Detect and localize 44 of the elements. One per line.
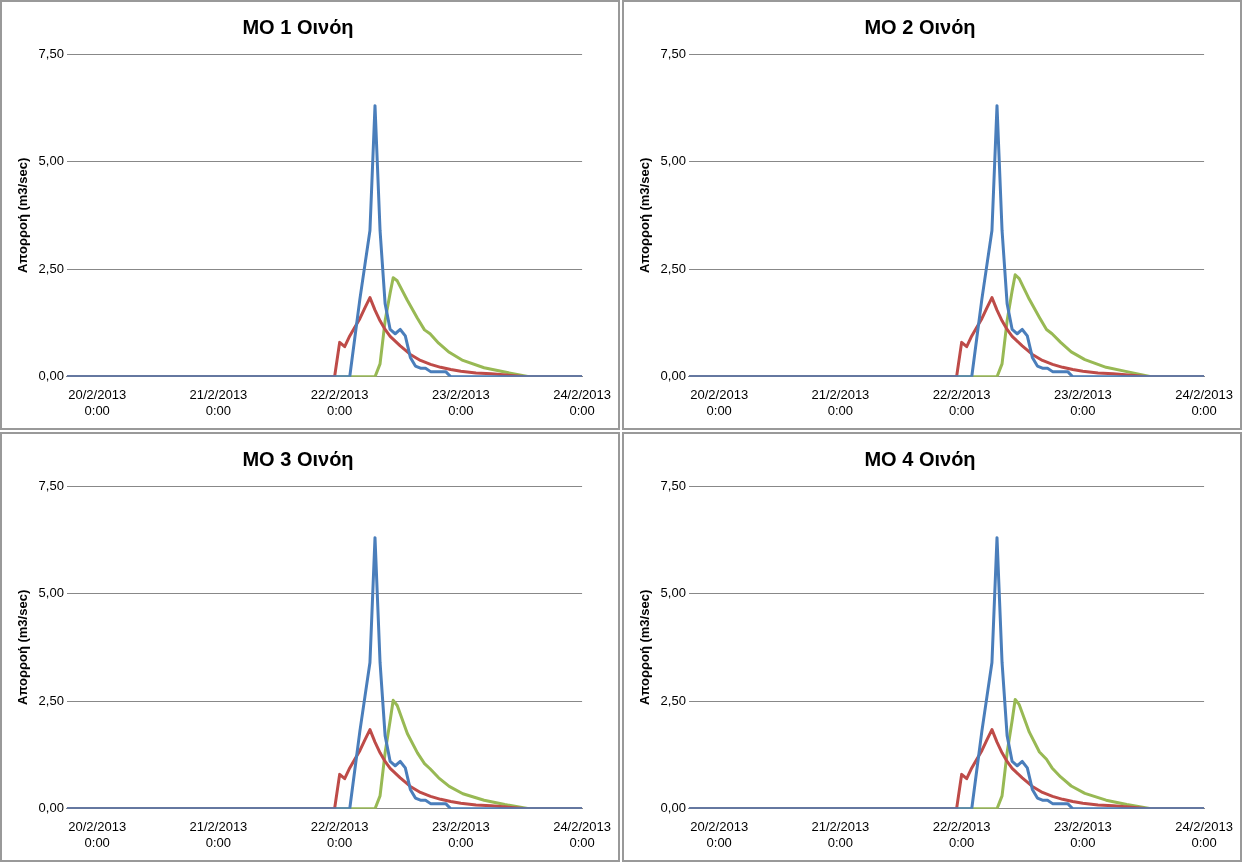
chart-title: ΜΟ 3 Οινόη <box>242 447 354 470</box>
chart-title: ΜΟ 1 Οινόη <box>242 15 354 38</box>
y-axis-title: Απορροή (m3/sec) <box>637 589 653 706</box>
y-tick-label: 5,00 <box>38 153 64 169</box>
x-tick-label: 22/2/2013 0:00 <box>932 819 991 850</box>
x-tick-label: 21/2/2013 0:00 <box>189 387 248 418</box>
y-tick-label: 7,50 <box>38 477 64 493</box>
y-tick-label: 2,50 <box>38 692 64 708</box>
x-tick-label: 22/2/2013 0:00 <box>310 387 369 418</box>
x-tick-label: 22/2/2013 0:00 <box>310 819 369 850</box>
x-tick-label: 23/2/2013 0:00 <box>431 819 490 850</box>
x-tick-label: 20/2/2013 0:00 <box>68 819 127 850</box>
x-tick-label: 21/2/2013 0:00 <box>811 819 870 850</box>
y-tick-label: 7,50 <box>660 45 686 61</box>
y-axis-title: Απορροή (m3/sec) <box>637 157 653 274</box>
y-tick-label: 5,00 <box>660 585 686 601</box>
y-tick-label: 5,00 <box>38 585 64 601</box>
x-tick-label: 23/2/2013 0:00 <box>431 387 490 418</box>
x-tick-label: 20/2/2013 0:00 <box>68 387 127 418</box>
y-tick-label: 5,00 <box>660 153 686 169</box>
x-tick-label: 23/2/2013 0:00 <box>1053 387 1112 418</box>
x-tick-label: 24/2/2013 0:00 <box>553 387 612 418</box>
chart-title: ΜΟ 4 Οινόη <box>864 447 976 470</box>
y-tick-label: 0,00 <box>38 800 64 816</box>
y-tick-label: 7,50 <box>660 477 686 493</box>
x-tick-label: 24/2/2013 0:00 <box>553 819 612 850</box>
x-tick-label: 21/2/2013 0:00 <box>189 819 248 850</box>
x-tick-label: 20/2/2013 0:00 <box>690 387 749 418</box>
x-tick-label: 20/2/2013 0:00 <box>690 819 749 850</box>
y-tick-label: 0,00 <box>660 800 686 816</box>
y-tick-label: 0,00 <box>38 368 64 384</box>
y-tick-label: 0,00 <box>660 368 686 384</box>
x-tick-label: 24/2/2013 0:00 <box>1175 387 1234 418</box>
x-tick-label: 24/2/2013 0:00 <box>1175 819 1234 850</box>
y-tick-label: 2,50 <box>38 260 64 276</box>
x-tick-label: 22/2/2013 0:00 <box>932 387 991 418</box>
x-tick-label: 21/2/2013 0:00 <box>811 387 870 418</box>
y-axis-title: Απορροή (m3/sec) <box>15 157 31 274</box>
y-tick-label: 2,50 <box>660 692 686 708</box>
chart-title: ΜΟ 2 Οινόη <box>864 15 976 38</box>
y-tick-label: 7,50 <box>38 45 64 61</box>
y-axis-title: Απορροή (m3/sec) <box>15 589 31 706</box>
y-tick-label: 2,50 <box>660 260 686 276</box>
x-tick-label: 23/2/2013 0:00 <box>1053 819 1112 850</box>
